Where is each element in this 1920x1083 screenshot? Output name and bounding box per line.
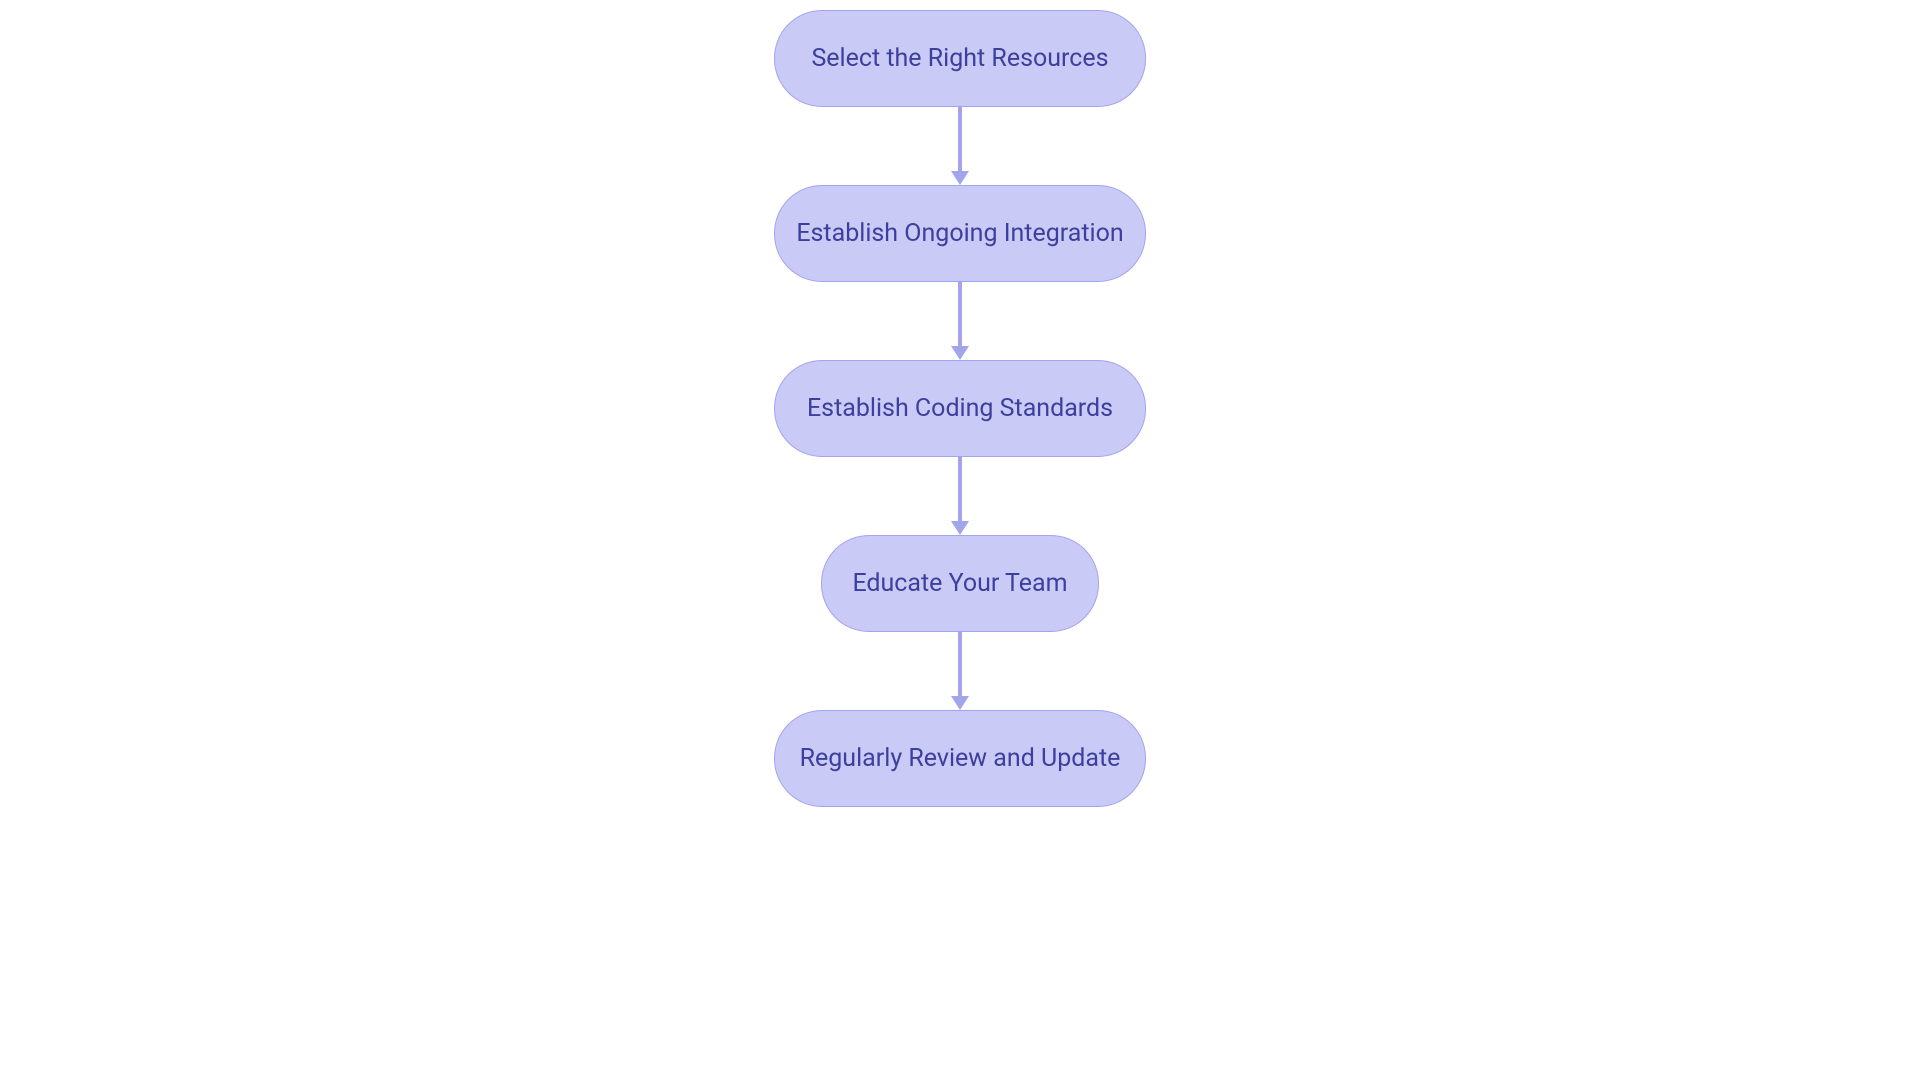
flowchart-arrow bbox=[949, 107, 971, 185]
flowchart-arrow bbox=[949, 457, 971, 535]
flowchart-node: Establish Ongoing Integration bbox=[774, 185, 1146, 282]
flowchart-node: Regularly Review and Update bbox=[774, 710, 1146, 807]
flowchart-arrow bbox=[949, 632, 971, 710]
flowchart-node-label: Establish Coding Standards bbox=[807, 394, 1113, 423]
arrow-down-icon bbox=[949, 107, 971, 185]
flowchart-arrow bbox=[949, 282, 971, 360]
arrow-down-icon bbox=[949, 282, 971, 360]
flowchart-node-label: Select the Right Resources bbox=[811, 44, 1108, 73]
flowchart-node: Select the Right Resources bbox=[774, 10, 1146, 107]
flowchart-node-label: Educate Your Team bbox=[852, 569, 1067, 598]
flowchart-container: Select the Right Resources Establish Ongo… bbox=[774, 10, 1146, 807]
flowchart-node-label: Establish Ongoing Integration bbox=[796, 219, 1123, 248]
flowchart-node: Establish Coding Standards bbox=[774, 360, 1146, 457]
arrow-down-icon bbox=[949, 457, 971, 535]
arrow-down-icon bbox=[949, 632, 971, 710]
flowchart-node: Educate Your Team bbox=[821, 535, 1099, 632]
flowchart-node-label: Regularly Review and Update bbox=[800, 744, 1121, 773]
